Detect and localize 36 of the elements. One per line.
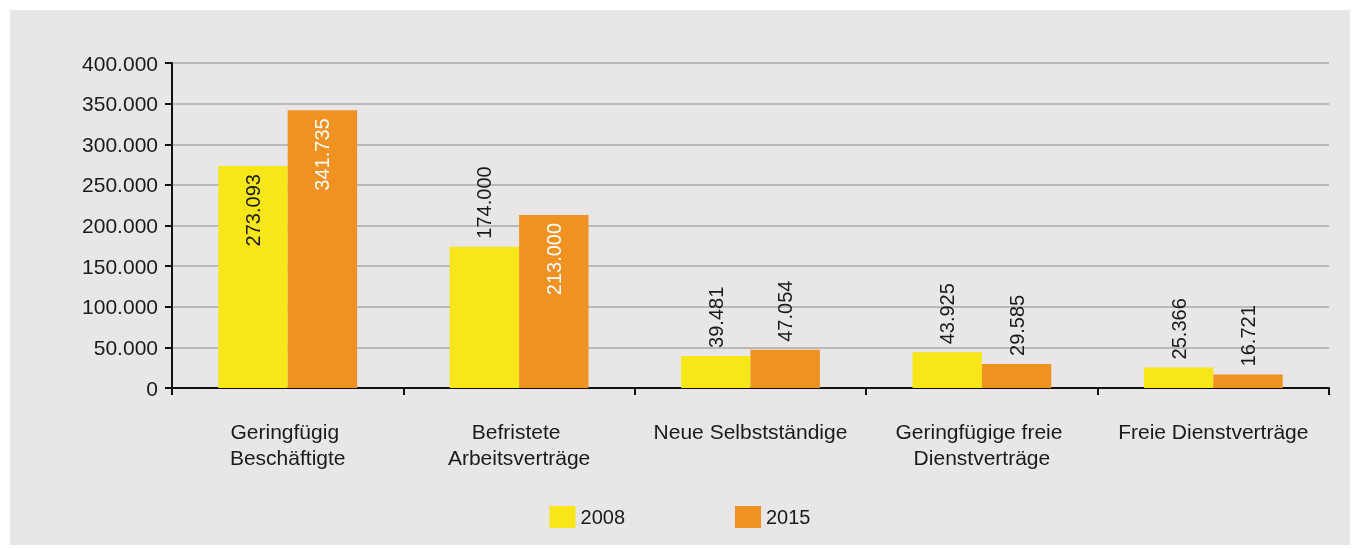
- bar: [681, 355, 751, 388]
- y-tick-label: 50.000: [93, 335, 158, 359]
- data-label: 25.366: [1167, 298, 1190, 360]
- bar: [981, 363, 1052, 388]
- bar: [750, 349, 820, 388]
- y-tick-label: 200.000: [82, 214, 158, 237]
- y-tick-label: 300.000: [82, 132, 158, 156]
- legend-label: 2015: [766, 506, 811, 528]
- data-label: 273.093: [241, 174, 264, 247]
- y-tick-label: 150.000: [82, 254, 158, 278]
- data-label: 174.000: [473, 166, 496, 239]
- bar: [519, 214, 589, 388]
- bar: [912, 352, 982, 388]
- data-label: 213.000: [542, 222, 565, 296]
- data-label: 39.481: [704, 286, 727, 348]
- x-tick-label: Geringfügig Beschäftigte: [229, 419, 346, 469]
- bar: [218, 166, 288, 388]
- data-label: 341.735: [311, 118, 334, 191]
- data-label: 47.054: [774, 280, 797, 342]
- legend-label: 2008: [580, 506, 626, 528]
- data-label: 29.585: [1005, 294, 1028, 356]
- y-tick-label: 400.000: [82, 51, 158, 75]
- bar: [1213, 374, 1283, 388]
- data-label: 43.925: [936, 283, 959, 345]
- x-tick-label: Freie Dienstverträge: [1118, 419, 1309, 443]
- bar: [287, 110, 358, 388]
- bar: [1143, 367, 1214, 388]
- data-label: 16.721: [1237, 305, 1260, 367]
- x-tick-label: Befristete Arbeitsverträge: [447, 419, 591, 469]
- bar: [449, 246, 520, 388]
- y-tick-label: 0: [146, 376, 158, 400]
- y-tick-label: 250.000: [82, 173, 158, 197]
- x-tick-label: Geringfügige freie Dienstverträge: [895, 419, 1069, 469]
- y-tick-label: 350.000: [82, 92, 158, 116]
- x-tick-label: Neue Selbstständige: [653, 419, 848, 443]
- y-tick-label: 100.000: [82, 295, 158, 319]
